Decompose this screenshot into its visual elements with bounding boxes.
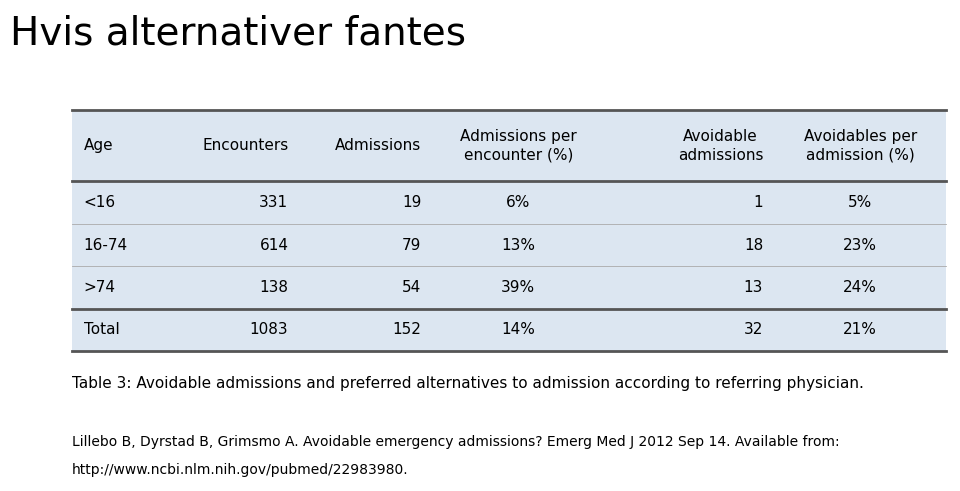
Text: 79: 79 (402, 238, 421, 252)
Text: 54: 54 (402, 280, 421, 295)
Text: 1: 1 (754, 195, 763, 210)
Text: http://www.ncbi.nlm.nih.gov/pubmed/22983980.: http://www.ncbi.nlm.nih.gov/pubmed/22983… (72, 463, 409, 477)
Text: Total: Total (84, 323, 119, 337)
Text: 39%: 39% (501, 280, 536, 295)
Text: Age: Age (84, 138, 113, 154)
Text: Hvis alternativer fantes: Hvis alternativer fantes (10, 15, 466, 53)
Text: Avoidables per
admission (%): Avoidables per admission (%) (804, 129, 917, 163)
Text: 13: 13 (744, 280, 763, 295)
Text: 18: 18 (744, 238, 763, 252)
Text: 13%: 13% (501, 238, 536, 252)
Text: 138: 138 (259, 280, 288, 295)
Text: >74: >74 (84, 280, 115, 295)
Text: Avoidable
admissions: Avoidable admissions (678, 129, 763, 163)
Text: 21%: 21% (843, 323, 877, 337)
Text: 331: 331 (259, 195, 288, 210)
Text: <16: <16 (84, 195, 115, 210)
Text: Admissions: Admissions (335, 138, 421, 154)
Text: 1083: 1083 (250, 323, 288, 337)
Bar (72, 182, 946, 224)
Text: 5%: 5% (848, 195, 873, 210)
Text: 24%: 24% (843, 280, 877, 295)
Text: 614: 614 (259, 238, 288, 252)
Text: 152: 152 (393, 323, 421, 337)
Text: 19: 19 (402, 195, 421, 210)
Text: Lillebo B, Dyrstad B, Grimsmo A. Avoidable emergency admissions? Emerg Med J 201: Lillebo B, Dyrstad B, Grimsmo A. Avoidab… (72, 435, 840, 449)
Text: Encounters: Encounters (203, 138, 288, 154)
Text: Table 3: Avoidable admissions and preferred alternatives to admission according : Table 3: Avoidable admissions and prefer… (72, 376, 864, 391)
Bar (72, 224, 946, 266)
Text: 6%: 6% (506, 195, 531, 210)
Text: 14%: 14% (501, 323, 536, 337)
Text: Admissions per
encounter (%): Admissions per encounter (%) (460, 129, 577, 163)
Text: 32: 32 (744, 323, 763, 337)
Bar (72, 309, 946, 351)
Bar (72, 266, 946, 309)
Text: 16-74: 16-74 (84, 238, 128, 252)
Text: 23%: 23% (843, 238, 877, 252)
Bar (72, 110, 946, 182)
